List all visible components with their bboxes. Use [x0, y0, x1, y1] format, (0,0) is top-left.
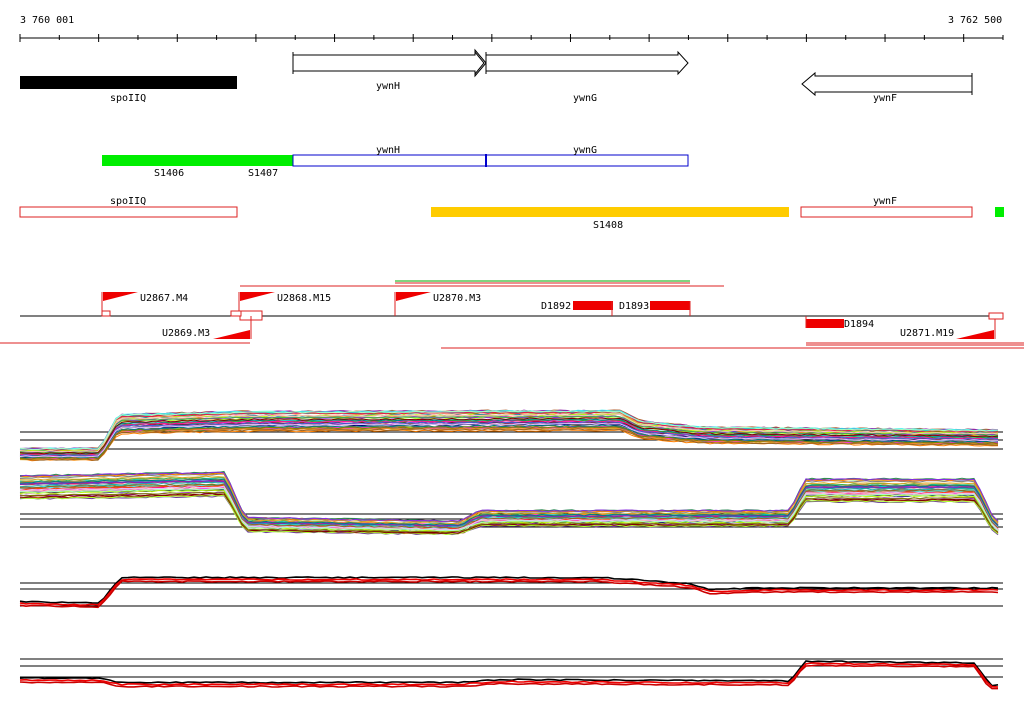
expression-panel-reverse — [19, 470, 1003, 536]
gene-ywnG-label: ywnG — [573, 93, 597, 104]
u2870-flag[interactable] — [396, 292, 431, 301]
u2871-label: U2871.M19 — [900, 328, 954, 339]
segment-ywnG-label: ywnG — [573, 145, 597, 156]
profile-line — [19, 483, 999, 529]
profile-line — [19, 481, 999, 528]
segment-ywnF-outline[interactable] — [800, 206, 973, 218]
segment-s1408-label: S1408 — [593, 220, 623, 231]
feature-track: U2867.M4 U2868.M15 U2870.M3 D1892 D1893 … — [0, 280, 1024, 349]
summary-panel-forward — [19, 576, 1003, 609]
u2869-flag[interactable] — [213, 330, 250, 339]
profile-line — [19, 417, 999, 455]
segment-end-green[interactable] — [995, 207, 1004, 217]
segment-s1406-s1407-bar[interactable] — [102, 155, 293, 166]
summary-line — [19, 660, 999, 687]
d1892-bar[interactable] — [573, 301, 613, 310]
segment-spoIIQ-outline[interactable] — [19, 206, 238, 218]
profile-line — [19, 415, 999, 454]
summary-line — [19, 576, 999, 604]
profile-line — [19, 491, 999, 534]
u2867-box — [101, 310, 111, 317]
segment-track-upper: S1406 S1407 ywnH ywnG — [102, 145, 689, 179]
u2867-label: U2867.M4 — [140, 293, 188, 304]
profile-line — [19, 422, 999, 458]
gene-spoIIQ-bar[interactable] — [20, 76, 237, 89]
profile-line — [19, 426, 999, 460]
profile-line — [19, 424, 999, 459]
u2869-label: U2869.M3 — [162, 328, 210, 339]
segment-ywnF-label: ywnF — [873, 196, 897, 207]
segment-track-lower: spoIIQ S1408 ywnF — [19, 196, 1004, 231]
gene-spoIIQ-label: spoIIQ — [110, 93, 146, 104]
gene-track: spoIIQ ywnH ywnG ywnF — [20, 48, 973, 104]
profile-line — [19, 410, 999, 451]
gene-ywnF-label: ywnF — [873, 93, 897, 104]
gene-ywnF-arrow[interactable] — [801, 71, 973, 97]
d1893-label: D1893 — [619, 301, 649, 312]
profile-line — [19, 479, 999, 527]
profile-line — [19, 421, 999, 457]
gene-ywnH-arrow-body — [292, 50, 485, 76]
d1894-bar[interactable] — [806, 319, 844, 328]
summary-line — [19, 578, 999, 607]
d1894-label: D1894 — [844, 319, 874, 330]
u2868-label: U2868.M15 — [277, 293, 331, 304]
profile-line — [19, 489, 999, 532]
profile-line — [19, 491, 999, 533]
expression-panel-forward — [19, 409, 1003, 462]
d1893-bar[interactable] — [650, 301, 690, 310]
profile-line — [19, 428, 999, 461]
u2868-flag[interactable] — [240, 292, 275, 301]
summary-line — [19, 580, 999, 609]
summary-line — [19, 664, 998, 690]
coordinate-ruler: 3 760 001 3 762 500 — [19, 15, 1004, 42]
segment-s1408-bar[interactable] — [431, 207, 789, 217]
profile-line — [19, 494, 999, 536]
gene-ywnG-arrow[interactable] — [485, 50, 689, 76]
segment-spoIIQ-label: spoIIQ — [110, 196, 146, 207]
profile-line — [19, 471, 999, 523]
profile-line — [19, 475, 999, 525]
profile-line — [19, 411, 999, 451]
d1892-label: D1892 — [541, 301, 571, 312]
u2871-box — [988, 312, 1004, 320]
u2870-label: U2870.M3 — [433, 293, 481, 304]
u2871-flag[interactable] — [956, 330, 994, 339]
gene-ywnH-label: ywnH — [376, 81, 400, 92]
ruler-start-label: 3 760 001 — [20, 15, 74, 26]
u2867-flag[interactable] — [103, 292, 138, 301]
summary-panel-reverse — [19, 658, 1003, 690]
ruler-ticks — [19, 34, 1004, 42]
segment-s1406-label: S1406 — [154, 168, 184, 179]
profile-line — [19, 483, 999, 529]
profile-line — [19, 420, 999, 456]
profile-line — [19, 488, 999, 532]
u2869-box — [230, 310, 242, 317]
profile-line — [19, 478, 999, 526]
segment-ywnG-outline[interactable] — [485, 154, 689, 167]
segment-ywnH-label: ywnH — [376, 145, 400, 156]
segment-ywnH-outline[interactable] — [292, 154, 487, 167]
profile-line — [19, 413, 999, 453]
segment-s1407-label: S1407 — [248, 168, 278, 179]
profile-line — [19, 485, 999, 531]
summary-line — [19, 662, 999, 688]
ruler-end-label: 3 762 500 — [948, 15, 1002, 26]
